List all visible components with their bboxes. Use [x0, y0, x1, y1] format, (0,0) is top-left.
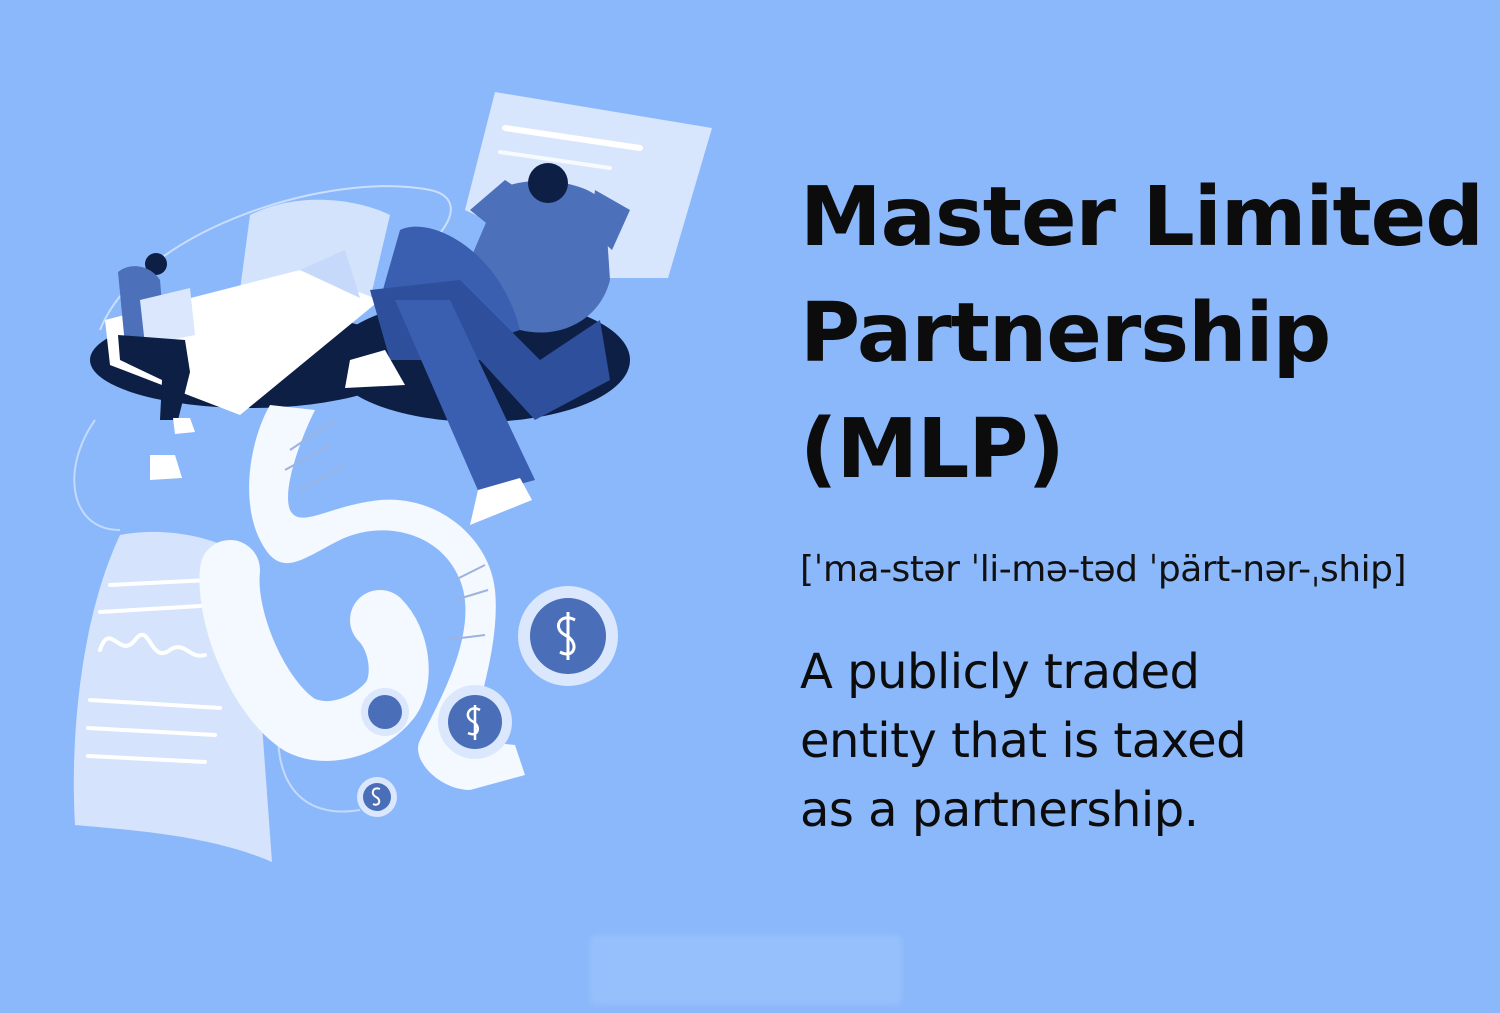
mlp-illustration	[73, 92, 712, 862]
orbit-line	[73, 419, 121, 531]
definition-text: A publicly traded entity that is taxed a…	[800, 638, 1480, 845]
definition-panel: Master Limited Partnership (MLP) [ˈma-st…	[800, 160, 1484, 845]
term-title-line: Partnership	[800, 286, 1331, 381]
definition-line: as a partnership.	[800, 782, 1199, 838]
definition-line: A publicly traded	[800, 644, 1200, 700]
dollar-coin-icon	[357, 777, 397, 817]
term-title-line: Master Limited	[800, 170, 1484, 265]
person-sitting-icon	[118, 253, 195, 480]
definition-line: entity that is taxed	[800, 713, 1247, 769]
dollar-coin-icon	[518, 586, 618, 686]
person-reclining-icon	[345, 163, 630, 525]
dollar-coin-icon	[361, 688, 409, 736]
pronunciation: [ˈma-stər ˈli-mə-təd ˈpärt-nər-ˌship]	[800, 549, 1407, 590]
term-title: Master Limited Partnership (MLP)	[800, 160, 1484, 508]
blurred-watermark	[590, 935, 902, 1005]
dollar-coin-icon	[438, 685, 512, 759]
term-title-line: (MLP)	[800, 402, 1065, 497]
